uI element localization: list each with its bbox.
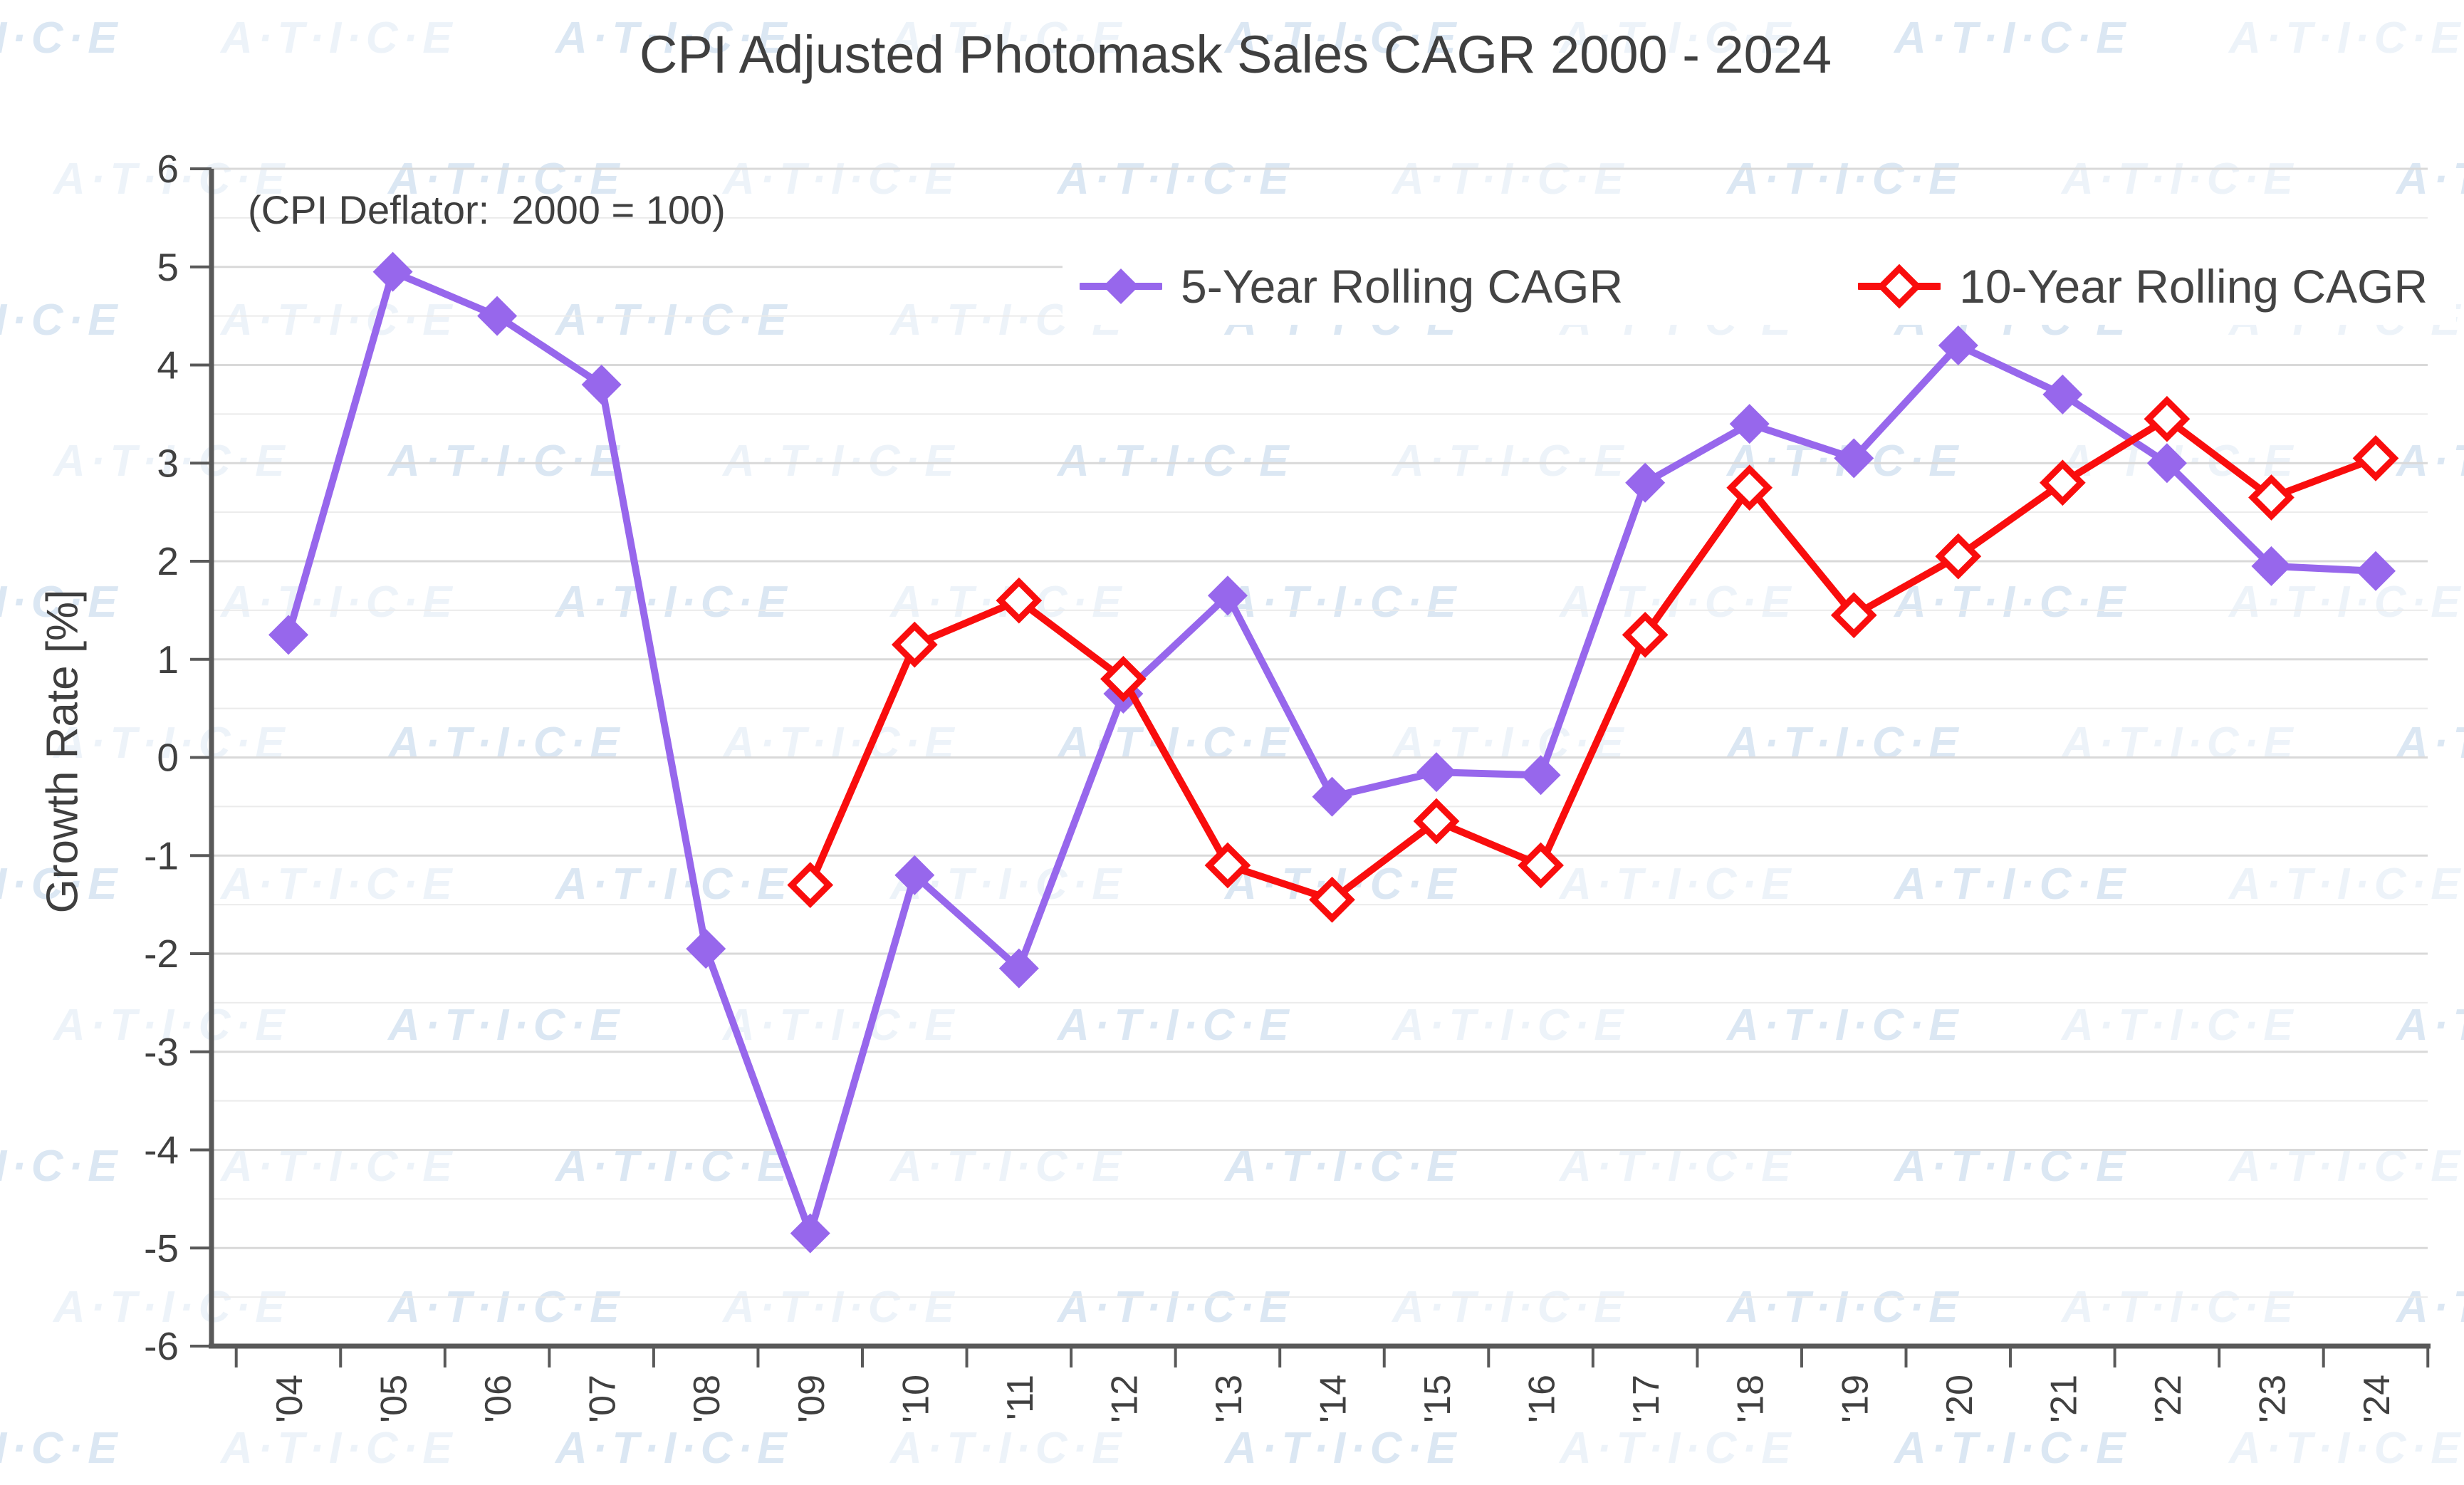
marker-diamond-open	[1935, 533, 1982, 580]
x-tick-label: '18	[1730, 1375, 1772, 1423]
x-tick-label: '20	[1939, 1375, 1980, 1423]
legend: 5-Year Rolling CAGR 10-Year Rolling CAGR	[1063, 248, 2457, 325]
marker-diamond-open	[1100, 655, 1147, 702]
marker-diamond-open	[2248, 474, 2295, 521]
x-tick-label: '22	[2148, 1375, 2189, 1423]
y-tick-label: 1	[157, 637, 179, 682]
marker-diamond-filled	[2146, 443, 2187, 484]
line-diamond-open-icon	[1858, 264, 1941, 309]
series-10yr	[787, 395, 2399, 923]
legend-label-5yr: 5-Year Rolling CAGR	[1181, 260, 1624, 313]
marker-diamond-filled	[2356, 551, 2396, 591]
marker-diamond-open	[1726, 464, 1773, 511]
marker-diamond-filled	[372, 251, 413, 292]
x-tick-label: '07	[583, 1375, 624, 1423]
y-tick-label: 2	[157, 539, 179, 583]
marker-diamond-filled	[1416, 752, 1457, 793]
line-diamond-filled-icon	[1080, 269, 1162, 304]
x-tick-label: '12	[1104, 1375, 1145, 1423]
marker-diamond-filled	[998, 948, 1039, 989]
marker-diamond-open	[1830, 592, 1877, 639]
marker-diamond-filled	[1938, 325, 1978, 365]
marker-diamond-open	[2039, 459, 2086, 506]
y-tick-label: -4	[144, 1128, 179, 1172]
series-5yr	[268, 251, 2396, 1254]
x-tick-label: '10	[895, 1375, 936, 1423]
y-tick-label: -2	[144, 932, 179, 976]
y-tick-label: 5	[157, 245, 179, 289]
marker-diamond-filled	[2042, 374, 2083, 415]
marker-diamond-filled	[581, 365, 622, 405]
y-tick-label: -1	[144, 833, 179, 877]
x-tick-label: '08	[687, 1375, 728, 1423]
y-tick-label: -6	[144, 1324, 179, 1368]
marker-diamond-filled	[1625, 462, 1666, 503]
y-tick-label: -3	[144, 1030, 179, 1074]
y-tick-label: 3	[157, 441, 179, 485]
x-tick-label: '17	[1626, 1375, 1667, 1423]
y-tick-label: 4	[157, 343, 179, 387]
y-axis-title: Growth Rate [%]	[38, 589, 88, 914]
legend-item-10yr: 10-Year Rolling CAGR	[1858, 259, 2428, 313]
marker-diamond-open	[1622, 611, 1669, 658]
x-tick-label: '15	[1417, 1375, 1458, 1423]
x-tick-label: '05	[374, 1375, 415, 1423]
legend-label-10yr: 10-Year Rolling CAGR	[1959, 260, 2428, 313]
marker-diamond-open	[891, 621, 938, 668]
marker-diamond-filled	[1207, 575, 1248, 616]
marker-diamond-filled	[2251, 546, 2292, 586]
cpi-deflator-annotation: (CPI Deflator: 2000 = 100)	[248, 187, 726, 232]
marker-diamond-open	[1413, 798, 1460, 845]
y-tick-label: 0	[157, 736, 179, 780]
chart-title: CPI Adjusted Photomask Sales CAGR 2000 -…	[639, 25, 1832, 84]
marker-diamond-open	[1518, 842, 1564, 889]
marker-diamond-filled	[1729, 404, 1770, 444]
marker-diamond-filled	[1520, 755, 1561, 796]
x-tick-label: '23	[2252, 1375, 2293, 1423]
marker-diamond-filled	[477, 296, 518, 336]
y-tick-label: -5	[144, 1226, 179, 1270]
marker-diamond-open	[1309, 876, 1355, 923]
marker-diamond-filled	[790, 1213, 830, 1254]
x-tick-label: '13	[1208, 1375, 1250, 1423]
marker-diamond-filled	[686, 929, 726, 969]
x-tick-label: '14	[1313, 1375, 1354, 1423]
marker-diamond-filled	[268, 615, 308, 655]
marker-diamond-open	[2144, 395, 2191, 442]
x-tick-label: '16	[1522, 1375, 1563, 1423]
x-tick-label: '04	[269, 1375, 310, 1423]
marker-diamond-filled	[894, 855, 935, 895]
marker-diamond-open	[2352, 434, 2399, 481]
marker-diamond-filled	[1312, 776, 1352, 817]
x-tick-label: '09	[791, 1375, 832, 1423]
x-tick-label: '19	[1834, 1375, 1876, 1423]
marker-diamond-filled	[1834, 438, 1874, 479]
marker-diamond-open	[787, 862, 834, 908]
x-axis-labels: '04 '05 '06 '07 '08 '09 '10 '11 '12 '13 '14 '15 '16 '…	[269, 1375, 2398, 1423]
x-tick-label: '21	[2043, 1375, 2084, 1423]
x-axis-ticks	[234, 1346, 2430, 1367]
x-tick-label: '06	[478, 1375, 519, 1423]
legend-item-5yr: 5-Year Rolling CAGR	[1080, 259, 1623, 313]
x-tick-label: '24	[2356, 1375, 2398, 1423]
gridlines-major	[212, 167, 2428, 1249]
marker-diamond-open	[996, 577, 1043, 624]
x-tick-label: '11	[1000, 1375, 1041, 1420]
marker-diamond-open	[1204, 842, 1251, 889]
y-tick-label: 6	[157, 147, 179, 191]
y-axis-ticks: -6 -5 -4 -3 -2 -1 0 1 2 3 4 5 6	[144, 147, 212, 1368]
